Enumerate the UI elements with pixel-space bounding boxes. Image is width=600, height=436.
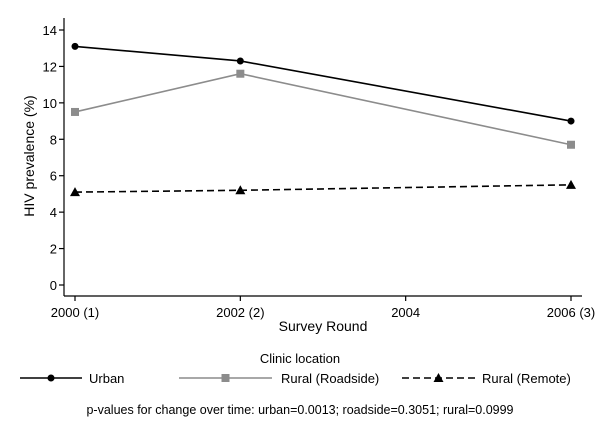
x-tick-label: 2002 (2)	[216, 305, 264, 320]
legend-item-rural-remote: Rural (Remote)	[402, 371, 571, 386]
data-point-rural-roadside	[567, 140, 575, 149]
x-tick-label: 2004	[391, 305, 420, 320]
series-urban	[71, 42, 575, 125]
legend-item-rural-roadside: Rural (Roadside)	[179, 371, 379, 386]
legend-swatch-marker	[433, 373, 444, 382]
footnote: p-values for change over time: urban=0.0…	[86, 403, 513, 417]
y-tick-label: 10	[43, 96, 57, 111]
x-axis-title: Survey Round	[279, 318, 368, 334]
legend-swatch-marker	[47, 374, 55, 382]
y-axis: 0 2 4 6 8 10 12 14	[43, 18, 65, 296]
legend-label: Rural (Remote)	[482, 371, 571, 386]
y-tick-label: 6	[50, 169, 57, 184]
series-line-rural-roadside	[74, 72, 572, 146]
legend-label: Rural (Roadside)	[281, 371, 379, 386]
data-point-rural-roadside	[236, 69, 245, 78]
x-tick-label: 2006 (3)	[547, 305, 595, 320]
series-line-rural-remote	[74, 184, 572, 193]
legend-item-urban: Urban	[20, 371, 124, 386]
data-point-rural-remote	[566, 179, 576, 189]
y-tick-label: 12	[43, 59, 57, 74]
legend-title: Clinic location	[260, 351, 340, 366]
legend: Clinic location Urban Rural (Roadside) Rur…	[20, 351, 571, 386]
y-axis-title: HIV prevalence (%)	[21, 95, 37, 216]
series-rural-remote	[70, 179, 576, 197]
series-line-urban	[74, 45, 572, 122]
data-point-urban	[71, 42, 79, 50]
series-rural-roadside	[71, 69, 575, 149]
legend-swatch-marker	[221, 374, 230, 382]
y-tick-label: 0	[50, 278, 57, 293]
y-tick-label: 4	[50, 205, 57, 220]
legend-label: Urban	[89, 371, 124, 386]
data-point-rural-remote	[70, 187, 80, 197]
data-point-urban	[567, 117, 575, 125]
data-point-urban	[236, 57, 244, 65]
y-tick-label: 2	[50, 242, 57, 257]
data-point-rural-remote	[235, 185, 246, 195]
y-tick-label: 8	[50, 132, 57, 147]
data-point-rural-roadside	[71, 107, 79, 116]
x-axis: 2000 (1) 2002 (2) 2004 2006 (3)	[51, 295, 595, 320]
y-tick-label: 14	[43, 23, 57, 38]
x-tick-label: 2000 (1)	[51, 305, 99, 320]
series-layer	[70, 42, 576, 197]
